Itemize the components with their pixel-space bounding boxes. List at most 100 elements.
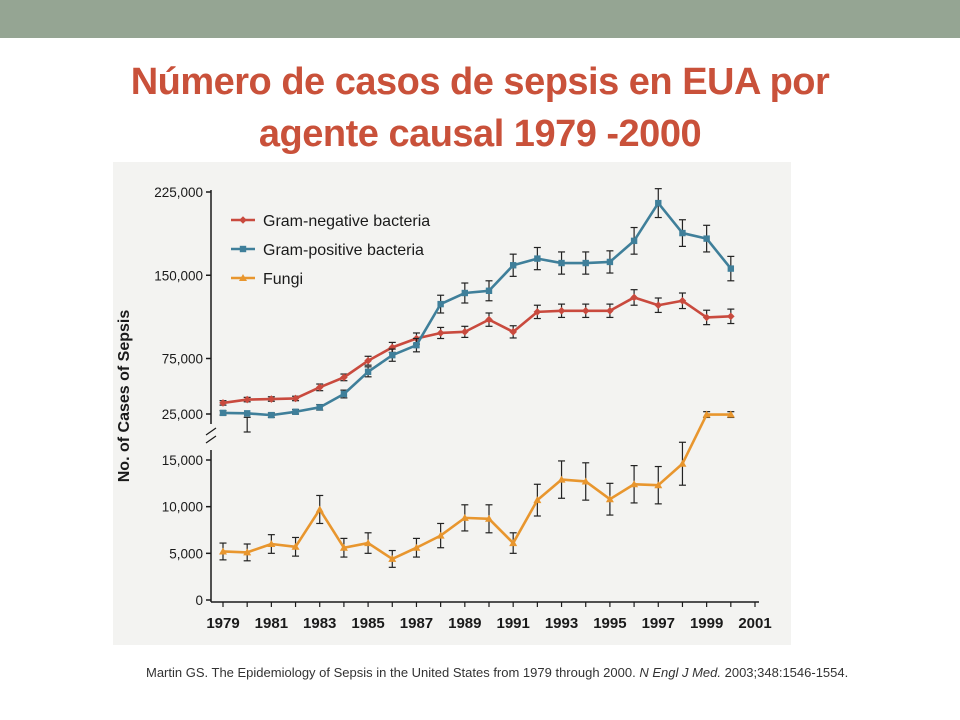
y-tick-label: 15,000 bbox=[162, 453, 203, 468]
data-point bbox=[558, 259, 565, 267]
data-point bbox=[630, 237, 638, 245]
data-point bbox=[557, 306, 566, 315]
data-point bbox=[340, 390, 348, 398]
data-point bbox=[605, 495, 614, 503]
y-tick-label: 75,000 bbox=[162, 352, 203, 367]
data-point bbox=[654, 481, 663, 489]
citation: Martin GS. The Epidemiology of Sepsis in… bbox=[146, 663, 866, 682]
data-point bbox=[364, 368, 372, 376]
x-tick-label: 1997 bbox=[642, 615, 675, 632]
data-point bbox=[243, 410, 251, 417]
data-point bbox=[533, 496, 542, 504]
x-tick-label: 1999 bbox=[690, 615, 723, 632]
data-point bbox=[557, 475, 566, 483]
data-point bbox=[727, 312, 735, 321]
x-tick-label: 1983 bbox=[303, 615, 336, 632]
citation-journal: N Engl J Med. bbox=[639, 665, 721, 680]
x-tick-label: 1995 bbox=[593, 615, 626, 632]
x-tick-label: 1979 bbox=[206, 615, 239, 632]
data-point bbox=[243, 395, 251, 404]
x-tick-label: 1981 bbox=[255, 615, 288, 632]
header-bar bbox=[0, 0, 960, 38]
data-point bbox=[679, 229, 686, 237]
data-point bbox=[678, 296, 687, 305]
data-point bbox=[388, 343, 397, 352]
data-point bbox=[509, 262, 517, 269]
data-point bbox=[630, 293, 638, 302]
x-tick-label: 2001 bbox=[738, 615, 771, 632]
data-point bbox=[316, 404, 323, 411]
data-point bbox=[436, 531, 445, 539]
legend-label: Gram-negative bacteria bbox=[263, 213, 430, 230]
data-point bbox=[339, 543, 348, 551]
data-point bbox=[485, 287, 493, 294]
citation-text: Martin GS. The Epidemiology of Sepsis in… bbox=[146, 665, 636, 680]
data-point bbox=[267, 540, 276, 547]
y-tick-label: 0 bbox=[195, 593, 203, 608]
data-point bbox=[630, 480, 639, 488]
data-point bbox=[485, 514, 493, 522]
data-point bbox=[702, 410, 711, 418]
y-tick-label: 150,000 bbox=[154, 268, 203, 283]
data-point bbox=[581, 306, 590, 315]
x-tick-label: 1993 bbox=[545, 615, 578, 632]
data-point bbox=[655, 199, 662, 207]
data-point bbox=[315, 505, 324, 513]
data-point bbox=[461, 289, 469, 297]
series-fungi-line bbox=[222, 413, 731, 561]
y-tick-label: 5,000 bbox=[169, 546, 203, 561]
data-point bbox=[534, 255, 541, 262]
legend-label: Fungi bbox=[263, 271, 303, 288]
data-point bbox=[582, 259, 589, 267]
slide-title: Número de casos de sepsis en EUA por age… bbox=[40, 56, 920, 160]
data-point bbox=[654, 301, 663, 310]
data-point bbox=[268, 411, 275, 419]
data-point bbox=[606, 258, 614, 266]
data-point bbox=[413, 341, 420, 349]
data-point bbox=[267, 395, 276, 403]
data-point bbox=[727, 265, 735, 272]
data-point bbox=[436, 329, 445, 337]
x-tick-label: 1991 bbox=[496, 615, 529, 632]
data-point bbox=[291, 542, 300, 550]
legend-marker bbox=[239, 274, 247, 281]
data-point bbox=[509, 539, 518, 547]
legend-marker bbox=[239, 216, 247, 224]
data-point bbox=[219, 399, 227, 407]
data-point bbox=[461, 328, 469, 336]
y-axis-title: No. of Cases of Sepsis bbox=[116, 310, 133, 483]
data-point bbox=[292, 408, 299, 415]
data-point bbox=[678, 459, 687, 467]
data-point bbox=[291, 394, 300, 403]
data-point bbox=[219, 547, 227, 555]
data-point bbox=[389, 351, 396, 359]
slide-title-line-1: Número de casos de sepsis en EUA por bbox=[130, 61, 830, 103]
data-point bbox=[219, 409, 227, 417]
data-point bbox=[581, 477, 590, 485]
series-gram-negative-bacteria-line bbox=[222, 296, 731, 405]
data-point bbox=[437, 300, 444, 308]
axis-break-mark bbox=[205, 435, 217, 444]
data-point bbox=[533, 308, 542, 316]
data-point bbox=[340, 373, 348, 382]
data-point bbox=[315, 383, 324, 392]
x-tick-label: 1987 bbox=[400, 615, 433, 632]
chart-panel: 0 5,000 10,000 15,000 25,000 75,000 150,000 225… bbox=[113, 162, 791, 645]
axis-break-mark bbox=[205, 427, 217, 436]
x-tick-label: 1989 bbox=[448, 615, 481, 632]
data-point bbox=[388, 554, 397, 562]
y-tick-label: 25,000 bbox=[162, 407, 203, 422]
citation-reference: 2003;348:1546-1554. bbox=[724, 665, 849, 680]
data-point bbox=[460, 513, 469, 521]
data-point bbox=[412, 543, 421, 551]
data-point bbox=[726, 410, 735, 418]
legend-label: Gram-positive bacteria bbox=[263, 242, 424, 259]
data-point bbox=[364, 539, 373, 547]
slide-title-line-2: agente causal 1979 -2000 bbox=[258, 113, 702, 155]
series-gram-positive-bacteria-line bbox=[222, 201, 732, 417]
y-tick-label: 225,000 bbox=[154, 185, 203, 200]
legend-marker bbox=[239, 245, 247, 253]
x-tick-label: 1985 bbox=[351, 615, 384, 632]
data-point bbox=[243, 548, 252, 556]
data-point bbox=[702, 313, 711, 322]
